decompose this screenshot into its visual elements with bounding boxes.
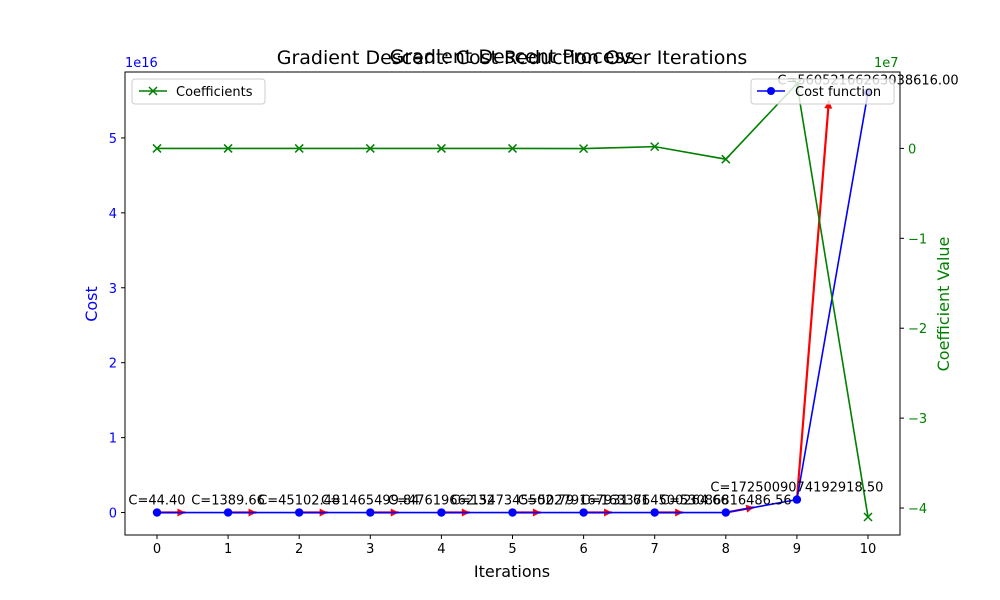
x-tick-label: 0 [153, 542, 161, 557]
cost-annotation-label: C=1725009074192918.50 [710, 481, 883, 496]
cost-annotation-label: C=1633764500264.66 [581, 494, 729, 509]
right-tick-label: −2 [908, 322, 927, 337]
coefficients-point [223, 143, 233, 153]
legend-coefficients-label: Coefficients [176, 85, 253, 100]
chart-title-secondary: Gradient Descent Process [390, 46, 635, 68]
x-tick-label: 9 [793, 542, 801, 557]
x-tick-label: 6 [579, 542, 587, 557]
cost-annotation-label: C=1547345502.79 [451, 494, 574, 509]
legend-cost-function: Cost function [750, 78, 895, 105]
legend-coefficients-box [131, 78, 266, 105]
cost-function-line [156, 92, 869, 514]
left-tick-label: 2 [109, 357, 117, 372]
coefficients-point [365, 143, 375, 153]
series-layer [152, 79, 873, 522]
right-tick-label: −3 [908, 412, 927, 427]
left-axis-offset-label: 1e16 [125, 56, 158, 71]
legend-cost-function-marker [767, 87, 775, 95]
cost-function-point [721, 508, 731, 517]
chart-title-primary: Gradient Descent: Cost Reduction Over It… [277, 47, 748, 69]
cost-annotation-label: C=1465499.84 [321, 494, 420, 509]
cost-function-point [579, 508, 588, 517]
cost-function-point [437, 508, 446, 517]
plot-area [124, 71, 901, 536]
legend-cost-function-box [750, 78, 895, 105]
coefficients-point [863, 512, 873, 522]
x-tick-label: 2 [295, 542, 303, 557]
cost-function-point [366, 508, 375, 517]
left-tick-label: 4 [109, 207, 117, 222]
cost-annotation-label: C=44.40 [128, 494, 185, 509]
legend-coefficients-marker [148, 86, 158, 96]
left-tick-label: 1 [109, 432, 117, 447]
x-tick-label: 7 [651, 542, 659, 557]
right-tick-label: 0 [908, 142, 916, 157]
x-tick-label: 3 [366, 542, 374, 557]
cost-function-point [223, 508, 233, 517]
left-axis-label: Cost [82, 286, 101, 322]
x-tick-label: 8 [722, 542, 730, 557]
cost-annotation-label: C=53086816486.56 [660, 494, 792, 509]
cost-function-point [792, 495, 802, 504]
x-axis-ticks: 0 1 2 3 4 5 6 7 8 9 10 [153, 535, 876, 557]
x-tick-label: 10 [860, 542, 877, 557]
x-axis-label: Iterations [474, 562, 550, 581]
right-axis-offset-label: 1e7 [874, 56, 899, 71]
legend-cost-function-label: Cost function [795, 85, 881, 100]
x-tick-label: 4 [437, 542, 445, 557]
arrows-layer [156, 100, 833, 517]
left-tick-label: 0 [109, 507, 117, 522]
cost-annotation-label: C=45102.48 [258, 494, 340, 509]
coefficients-point [152, 143, 162, 153]
annotation-arrow-head [824, 100, 833, 109]
cost-annotation-label: C=50279167931.61 [518, 494, 650, 509]
annotations-layer: C=44.40 C=1389.66C=45102.48C=1465499.84C=… [128, 74, 958, 509]
x-tick-label: 5 [508, 542, 516, 557]
coefficients-point [507, 143, 518, 153]
left-tick-label: 3 [109, 282, 117, 297]
left-tick-label: 5 [109, 132, 117, 147]
left-axis-ticks: 0 1 2 3 4 5 [109, 132, 125, 522]
coefficients-point [721, 154, 731, 164]
right-axis-label: Coefficient Value [934, 237, 953, 372]
coefficients-point [650, 142, 660, 152]
annotation-arrow-shaft [795, 100, 830, 500]
cost-function-point [650, 508, 659, 517]
right-tick-label: −1 [908, 232, 927, 247]
coefficients-point [436, 143, 446, 153]
cost-annotation-label: C=47619662.32 [388, 494, 495, 509]
x-tick-label: 1 [224, 542, 232, 557]
coefficients-point [579, 144, 589, 154]
legend-coefficients: Coefficients [131, 78, 266, 105]
cost-function-point [508, 508, 517, 517]
cost-function-point [152, 508, 162, 517]
cost-annotation-label: C=1389.66 [191, 494, 265, 509]
right-axis-ticks: 0 −1 −2 −3 −4 [900, 142, 927, 517]
cost-function-point [294, 508, 304, 517]
coefficients-point [294, 143, 304, 153]
right-tick-label: −4 [908, 502, 927, 517]
